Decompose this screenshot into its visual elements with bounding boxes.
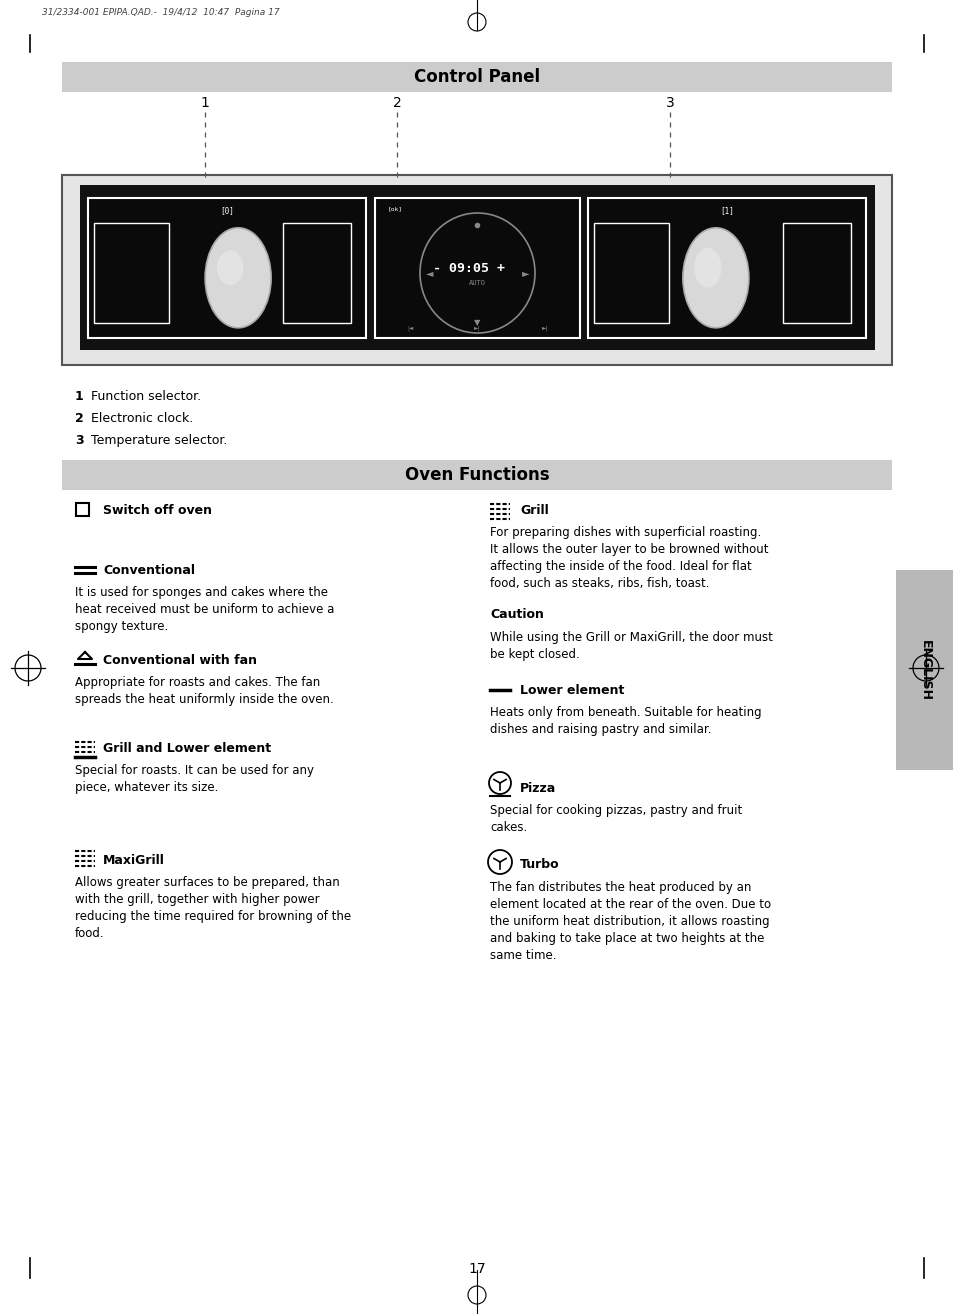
Text: Turbo: Turbo [519,858,559,871]
Text: For preparing dishes with superficial roasting.
It allows the outer layer to be : For preparing dishes with superficial ro… [490,526,768,590]
Text: |◄: |◄ [406,326,413,331]
Bar [62,460,891,490]
Ellipse shape [694,248,720,288]
Text: [1]: [1] [720,206,733,215]
Text: [0]: [0] [220,206,233,215]
Text: [ok]: [ok] [387,206,402,212]
Text: Special for cooking pizzas, pastry and fruit
cakes.: Special for cooking pizzas, pastry and f… [490,804,741,834]
Text: Special for roasts. It can be used for any
piece, whatever its size.: Special for roasts. It can be used for a… [75,763,314,794]
Text: Pizza: Pizza [519,782,556,795]
Bar [62,175,891,365]
Bar [375,198,579,338]
Bar [94,223,169,323]
Text: ►|: ►| [474,326,480,331]
Ellipse shape [682,227,748,327]
Bar [594,223,668,323]
Text: MaxiGrill: MaxiGrill [103,854,165,866]
Bar [782,223,850,323]
Text: Allows greater surfaces to be prepared, than
with the grill, together with highe: Allows greater surfaces to be prepared, … [75,876,351,940]
Text: Function selector.: Function selector. [87,390,201,403]
Text: ENGLISH: ENGLISH [918,640,930,700]
Text: Grill: Grill [519,503,548,516]
Text: Conventional with fan: Conventional with fan [103,653,256,666]
Text: It is used for sponges and cakes where the
heat received must be uniform to achi: It is used for sponges and cakes where t… [75,586,334,633]
Text: AUTO: AUTO [469,280,485,286]
Bar [587,198,865,338]
Text: While using the Grill or MaxiGrill, the door must
be kept closed.: While using the Grill or MaxiGrill, the … [490,631,772,661]
Bar [88,198,366,338]
Ellipse shape [205,227,271,327]
Text: The fan distributes the heat produced by an
element located at the rear of the o: The fan distributes the heat produced by… [490,880,770,962]
Bar [80,185,874,350]
Text: Caution: Caution [490,608,543,622]
Text: Switch off oven: Switch off oven [103,503,212,516]
Bar [76,503,89,516]
Text: Oven Functions: Oven Functions [404,466,549,484]
Bar [283,223,351,323]
Text: Appropriate for roasts and cakes. The fan
spreads the heat uniformly inside the : Appropriate for roasts and cakes. The fa… [75,675,334,706]
Text: Conventional: Conventional [103,564,194,577]
Text: 3: 3 [665,96,674,110]
Text: ►|: ►| [541,326,548,331]
Text: 2: 2 [393,96,401,110]
Text: 17: 17 [468,1261,485,1276]
Text: 1: 1 [200,96,210,110]
Text: Temperature selector.: Temperature selector. [87,434,227,447]
Text: Electronic clock.: Electronic clock. [87,413,193,424]
Text: Control Panel: Control Panel [414,68,539,85]
Text: Grill and Lower element: Grill and Lower element [103,741,271,754]
Bar [62,62,891,92]
Ellipse shape [216,250,243,285]
Text: ◄: ◄ [425,268,433,279]
Text: Lower element: Lower element [519,683,623,696]
Text: 1: 1 [75,390,84,403]
Text: 2: 2 [75,413,84,424]
Text: 3: 3 [75,434,84,447]
Text: 31/2334-001 EPIPA.QAD.-  19/4/12  10:47  Pagina 17: 31/2334-001 EPIPA.QAD.- 19/4/12 10:47 Pa… [42,8,279,17]
Bar [895,570,953,770]
Text: ▼: ▼ [474,318,480,327]
Text: ►: ► [521,268,529,279]
Text: - 09:05 +: - 09:05 + [433,261,505,275]
Text: Heats only from beneath. Suitable for heating
dishes and raising pastry and simi: Heats only from beneath. Suitable for he… [490,706,760,736]
